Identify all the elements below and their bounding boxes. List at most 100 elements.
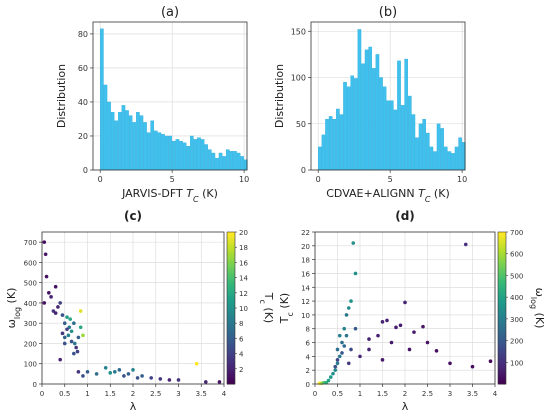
x-tick-label: 5 xyxy=(388,175,393,184)
scatter-point xyxy=(85,370,90,374)
histogram-bar xyxy=(179,140,183,171)
x-tick-label: 4 xyxy=(222,390,227,398)
histogram-bar xyxy=(400,105,405,171)
colorbar-tick-label: 12 xyxy=(239,290,248,298)
colorbar-segment xyxy=(227,242,235,246)
colorbar-segment xyxy=(227,333,235,337)
y-tick-label: 20 xyxy=(78,132,88,141)
colorbar-segment xyxy=(498,343,506,347)
label-part: T xyxy=(186,187,194,200)
x-tick-label: 10 xyxy=(457,175,467,184)
colorbar-segment xyxy=(227,315,235,319)
label-part: (K) xyxy=(533,309,546,328)
histogram-bar xyxy=(204,144,208,171)
colorbar-segment xyxy=(498,325,506,329)
scatter-point xyxy=(108,371,113,375)
label-part: ω xyxy=(533,288,546,297)
colorbar-segment xyxy=(227,376,235,380)
y-tick-label: 6 xyxy=(306,340,311,348)
scatter-point xyxy=(346,361,351,366)
colorbar-segment xyxy=(498,239,506,243)
histogram-bar xyxy=(186,146,190,171)
histogram-bar xyxy=(343,81,347,171)
histogram-bar xyxy=(436,123,441,171)
colorbar-tick-label: 700 xyxy=(510,229,523,237)
scatter-point xyxy=(126,372,131,376)
scatter-point xyxy=(353,271,358,276)
histogram-bar xyxy=(361,63,365,171)
scatter-point xyxy=(60,313,65,317)
colorbar-segment xyxy=(498,320,506,324)
colorbar-segment xyxy=(227,371,235,375)
y-tick-label: 100 xyxy=(24,361,37,369)
colorbar-tick-label: 100 xyxy=(510,359,523,367)
x-tick-label: 2.5 xyxy=(150,390,161,398)
scatter-point xyxy=(53,284,58,289)
scatter-point xyxy=(94,372,99,376)
label-part: T xyxy=(418,187,426,200)
colorbar-tick-label: 400 xyxy=(510,294,523,302)
colorbar-segment xyxy=(227,361,235,365)
histogram-bar xyxy=(386,100,391,171)
y-tick-label: 0 xyxy=(33,381,37,389)
colorbar-segment xyxy=(227,351,235,355)
histogram-bar xyxy=(393,109,398,171)
histogram-bar xyxy=(418,123,423,171)
colorbar-segment xyxy=(227,323,235,327)
chart-panel-3: 0 0.5 1 1.5 2 2.5 3 3.5 4 0 2 4 6 8 10 12 14 16 18 20 22 (d) λ… xyxy=(278,209,546,413)
histogram-bar xyxy=(458,137,462,171)
x-axis-label: JARVIS-DFT TC (K) xyxy=(121,187,218,204)
colorbar-segment xyxy=(227,353,235,357)
scatter-point xyxy=(335,347,340,352)
histogram-bar xyxy=(110,112,115,171)
colorbar-segment xyxy=(498,270,506,274)
colorbar-segment xyxy=(227,366,235,370)
histogram-bar xyxy=(218,152,223,171)
colorbar-segment xyxy=(498,348,506,352)
colorbar-tick-label: 600 xyxy=(510,251,523,259)
y-tick-label: 18 xyxy=(301,257,310,265)
scatter-point xyxy=(367,337,371,341)
chart-title: (a) xyxy=(161,5,179,20)
scatter-point xyxy=(333,368,338,372)
scatter-point xyxy=(407,347,412,352)
histogram-bar xyxy=(454,146,459,171)
x-tick-label: 3 xyxy=(176,390,180,398)
scatter-point xyxy=(331,371,335,376)
colorbar-segment xyxy=(227,313,235,317)
plot-frame xyxy=(92,21,248,171)
scatter-point xyxy=(103,365,108,370)
label-part: C xyxy=(425,195,431,204)
histogram-bar xyxy=(375,54,380,171)
scatter-point xyxy=(76,335,81,340)
scatter-point xyxy=(340,340,344,345)
histogram-bar xyxy=(132,122,137,171)
histogram-bar xyxy=(350,75,355,171)
chart-panel-0: 0 5 10 0 20 40 60 80 (a) JARVIS-DFT TC (K) Distrib… xyxy=(55,5,249,204)
histogram-bar xyxy=(125,110,129,171)
colorbar-tick-label: 6 xyxy=(239,335,244,343)
y-tick-label: 0 xyxy=(301,166,306,175)
histogram-bar xyxy=(411,114,416,171)
scatter-point xyxy=(344,333,349,338)
scatter-point xyxy=(335,361,340,366)
label-part: C xyxy=(193,195,199,204)
scatter-point xyxy=(385,318,389,323)
colorbar-segment xyxy=(498,335,506,339)
scatter-point xyxy=(140,374,144,378)
colorbar-segment xyxy=(227,249,235,253)
colorbar-segment xyxy=(227,244,235,248)
chart-title: (c) xyxy=(124,209,142,223)
scatter-point xyxy=(53,311,58,315)
histogram-bar xyxy=(100,28,104,171)
colorbar-segment xyxy=(498,242,506,246)
colorbar-segment xyxy=(227,302,235,306)
colorbar-segment xyxy=(227,330,235,334)
colorbar-segment xyxy=(227,338,235,342)
histogram-bar xyxy=(157,132,162,171)
colorbar-segment xyxy=(498,275,506,279)
colorbar-segment xyxy=(498,376,506,380)
colorbar-segment xyxy=(498,267,506,271)
scatter-point xyxy=(217,380,222,384)
